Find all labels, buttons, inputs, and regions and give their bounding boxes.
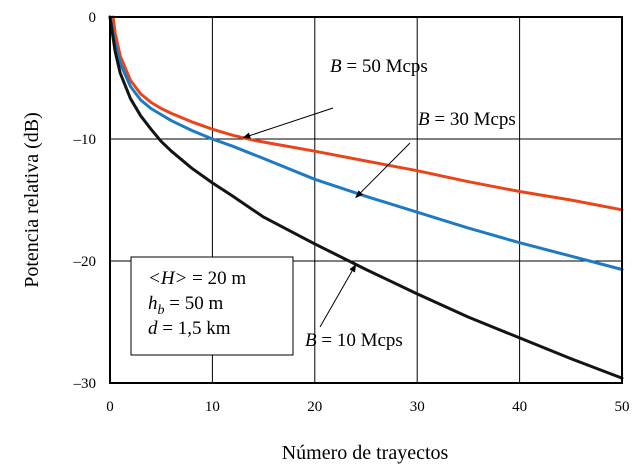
parameters-box: <H> = 20 m hb = 50 m d = 1,5 km bbox=[130, 256, 294, 356]
series-label-0: B = 50 Mcps bbox=[330, 56, 428, 77]
x-tick-label: 40 bbox=[512, 399, 527, 415]
x-tick-label: 20 bbox=[307, 399, 322, 415]
y-tick-label: –20 bbox=[73, 254, 97, 270]
series-line-2 bbox=[108, 15, 624, 380]
param-mean-height: <H> = 20 m bbox=[148, 268, 246, 289]
series-line-1 bbox=[108, 15, 624, 271]
series-label-arrow-1 bbox=[355, 142, 411, 199]
tick-labels: 0 10 20 30 40 50 0 –10 –20 –30 bbox=[73, 10, 630, 415]
x-tick-label: 50 bbox=[615, 399, 630, 415]
y-axis-label: Potencia relativa (dB) bbox=[21, 112, 43, 288]
x-axis-label: Número de trayectos bbox=[282, 442, 449, 464]
param-distance: d = 1,5 km bbox=[148, 318, 231, 339]
y-tick-label: –30 bbox=[73, 376, 97, 392]
series-label-arrow-2 bbox=[319, 263, 357, 328]
x-tick-label: 10 bbox=[205, 399, 220, 415]
series-annotations: B = 50 Mcps B = 30 Mcps B = 10 Mcps bbox=[242, 56, 516, 351]
series-group bbox=[108, 15, 624, 380]
series-line-0 bbox=[111, 15, 624, 212]
x-tick-label: 30 bbox=[410, 399, 425, 415]
plot-frame bbox=[109, 16, 623, 384]
series-label-1: B = 30 Mcps bbox=[418, 109, 516, 130]
series-label-arrow-0 bbox=[242, 107, 334, 139]
y-tick-label: –10 bbox=[73, 132, 97, 148]
series-label-2: B = 10 Mcps bbox=[305, 330, 403, 351]
y-tick-label: 0 bbox=[89, 10, 97, 26]
x-tick-label: 0 bbox=[106, 399, 114, 415]
param-base-height: hb = 50 m bbox=[148, 293, 223, 318]
